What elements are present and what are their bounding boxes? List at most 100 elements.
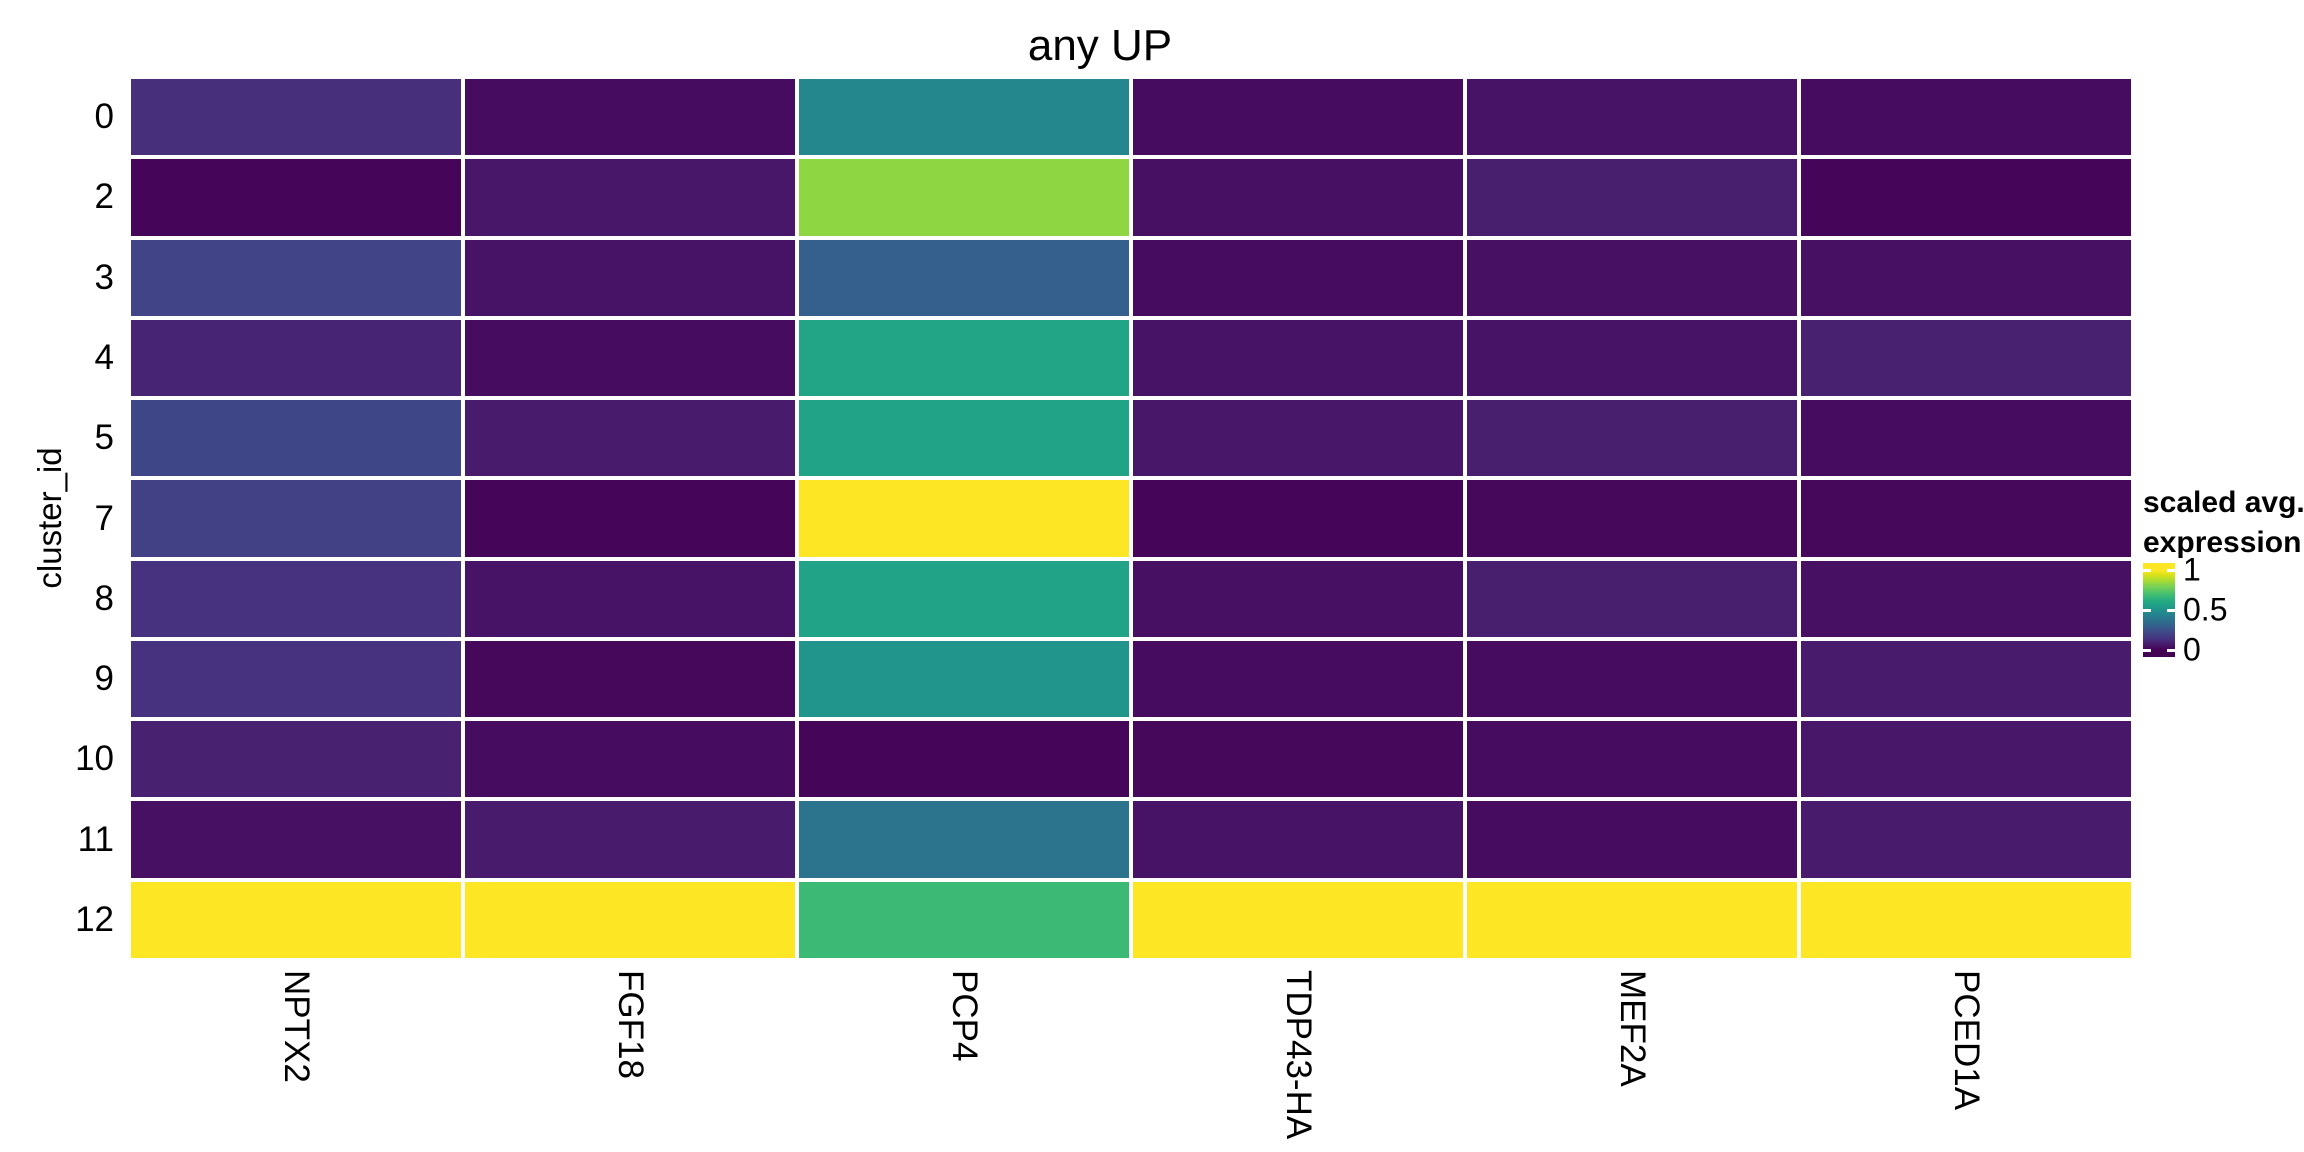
legend-tick-mark: [2143, 648, 2151, 652]
heatmap-cell: [799, 560, 1129, 637]
x-tick-label: NPTX2: [277, 970, 316, 1083]
x-axis-tick-labels: NPTX2 FGF18 PCP4 TDP43-HA MEF2A PCED1A: [131, 970, 2131, 1152]
heatmap-cell: [465, 640, 795, 718]
y-tick-label: 5: [94, 418, 114, 458]
legend-tick-mark: [2143, 608, 2151, 612]
y-tick-label: 8: [94, 578, 114, 618]
heatmap-cell: [1801, 319, 2131, 397]
heatmap-cell: [465, 79, 795, 156]
heatmap-cell: [131, 801, 461, 878]
legend-title-line2: expression: [2143, 526, 2302, 559]
heatmap-grid: [131, 79, 2131, 958]
y-axis-tick-labels: 0 2 3 4 5 7 8 9 10 11 12: [0, 79, 122, 958]
legend-tick-label: 0: [2183, 631, 2201, 668]
heatmap-cell: [799, 801, 1129, 878]
heatmap-cell: [799, 159, 1129, 236]
heatmap-cell: [131, 721, 461, 798]
heatmap-cell: [1133, 640, 1463, 718]
heatmap-cell: [1467, 560, 1797, 637]
legend-tick-label: 0.5: [2183, 591, 2228, 628]
legend-title: scaled avg. expression: [2143, 483, 2304, 563]
y-tick-label: 10: [75, 739, 114, 779]
heatmap-cell: [1467, 801, 1797, 878]
heatmap-cell: [1133, 560, 1463, 637]
y-tick-label: 9: [94, 659, 114, 699]
heatmap-cell: [1801, 721, 2131, 798]
heatmap-cell: [1801, 801, 2131, 878]
heatmap-cell: [1467, 319, 1797, 397]
heatmap-cell: [131, 159, 461, 236]
x-tick-label: MEF2A: [1613, 970, 1652, 1087]
heatmap-cell: [799, 79, 1129, 156]
legend-tick-mark: [2167, 608, 2175, 612]
heatmap-cell: [1133, 801, 1463, 878]
heatmap-cell: [465, 239, 795, 316]
heatmap-cell: [465, 801, 795, 878]
legend-tick-mark: [2167, 568, 2175, 572]
heatmap-cell: [1467, 400, 1797, 477]
chart-title: any UP: [1027, 21, 1173, 70]
heatmap-cell: [465, 881, 795, 958]
legend: scaled avg. expression 1 0.5 0: [2143, 483, 2304, 733]
heatmap-cell: [799, 881, 1129, 958]
heatmap-cell: [1801, 560, 2131, 637]
legend-colorbar: [2143, 563, 2175, 657]
legend-tick-mark: [2143, 568, 2151, 572]
legend-tick-mark: [2167, 648, 2175, 652]
heatmap-cell: [131, 400, 461, 477]
heatmap-cell: [131, 560, 461, 637]
heatmap-cell: [1467, 480, 1797, 557]
heatmap-cell: [131, 480, 461, 557]
heatmap-cell: [131, 239, 461, 316]
heatmap-cell: [1467, 239, 1797, 316]
heatmap-cell: [465, 480, 795, 557]
heatmap-cell: [131, 319, 461, 397]
heatmap-cell: [1801, 640, 2131, 718]
heatmap-cell: [131, 881, 461, 958]
heatmap-cell: [1133, 79, 1463, 156]
y-tick-label: 11: [77, 819, 114, 859]
heatmap-cell: [1133, 881, 1463, 958]
heatmap-cell: [1801, 79, 2131, 156]
heatmap-cell: [1133, 721, 1463, 798]
y-tick-label: 12: [75, 899, 114, 939]
heatmap-cell: [799, 721, 1129, 798]
heatmap-cell: [1467, 721, 1797, 798]
heatmap-cell: [465, 319, 795, 397]
heatmap-cell: [465, 560, 795, 637]
heatmap-cell: [1467, 79, 1797, 156]
heatmap-cell: [799, 319, 1129, 397]
x-tick-label: FGF18: [611, 970, 650, 1079]
heatmap-cell: [131, 79, 461, 156]
heatmap-cell: [799, 400, 1129, 477]
heatmap-cell: [799, 239, 1129, 316]
heatmap-cell: [465, 721, 795, 798]
heatmap-cell: [1801, 480, 2131, 557]
heatmap-cell: [465, 400, 795, 477]
heatmap-cell: [1801, 239, 2131, 316]
y-tick-label: 7: [94, 498, 114, 538]
heatmap-cell: [1801, 400, 2131, 477]
x-tick-label: PCP4: [945, 970, 984, 1062]
heatmap-cell: [465, 159, 795, 236]
legend-tick-label: 1: [2183, 551, 2201, 588]
heatmap-cell: [1467, 159, 1797, 236]
x-tick-label: TDP43-HA: [1279, 970, 1318, 1140]
heatmap-cell: [1133, 239, 1463, 316]
legend-title-line1: scaled avg.: [2143, 486, 2304, 519]
heatmap-cell: [1801, 881, 2131, 958]
heatmap-cell: [799, 640, 1129, 718]
heatmap-cell: [1801, 159, 2131, 236]
heatmap-cell: [1133, 159, 1463, 236]
heatmap-cell: [1133, 400, 1463, 477]
x-tick-label: PCED1A: [1947, 970, 1986, 1111]
y-tick-label: 2: [94, 177, 114, 217]
heatmap-cell: [1133, 319, 1463, 397]
heatmap-cell: [1467, 640, 1797, 718]
y-tick-label: 3: [94, 257, 114, 297]
heatmap-cell: [1133, 480, 1463, 557]
heatmap-cell: [799, 480, 1129, 557]
heatmap-cell: [1467, 881, 1797, 958]
y-tick-label: 4: [94, 337, 114, 377]
